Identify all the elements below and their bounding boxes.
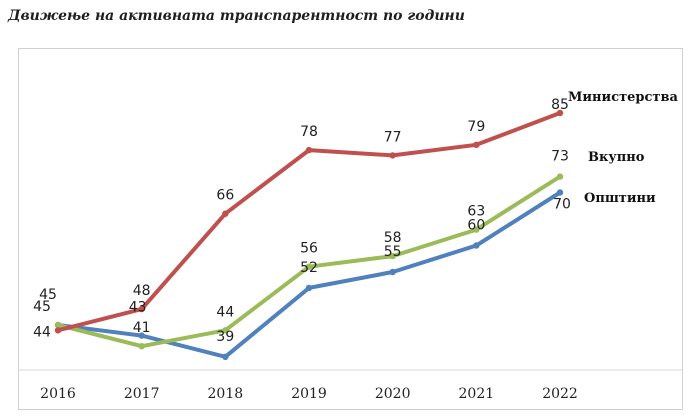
data-point-општини-2018 <box>222 353 229 360</box>
data-label-министерства-2020: 77 <box>384 129 402 145</box>
data-label-министерства-2017: 48 <box>133 283 151 299</box>
data-label-вкупно-2020: 58 <box>384 230 402 246</box>
data-label-министерства-2021: 79 <box>467 119 485 135</box>
data-label-министерства-2019: 78 <box>300 124 318 140</box>
data-label-министерства-2018: 66 <box>216 188 234 204</box>
x-tick-label-2021: 2021 <box>459 386 495 402</box>
data-point-министерства-2020 <box>389 152 396 159</box>
data-point-вкупно-2021 <box>473 226 480 233</box>
x-tick-label-2020: 2020 <box>375 386 411 402</box>
data-point-вкупно-2018 <box>222 327 229 334</box>
data-point-министерства-2019 <box>305 146 313 154</box>
data-label-вкупно-2022: 73 <box>551 149 569 165</box>
data-label-општини-2017: 43 <box>129 300 147 316</box>
data-point-општини-2019 <box>305 284 313 292</box>
data-point-општини-2017 <box>138 332 145 339</box>
data-point-вкупно-2019 <box>305 263 313 270</box>
data-point-министерства-2017 <box>138 305 145 313</box>
series-name-министерства: Министерства <box>568 90 679 105</box>
chart-title: Движење на активната транспарентност по … <box>8 8 465 24</box>
data-label-вкупно-2018: 44 <box>216 304 234 320</box>
data-label-вкупно-2019: 56 <box>300 241 318 257</box>
series-name-општини: Општини <box>584 191 656 206</box>
data-point-вкупно-2017 <box>138 343 145 350</box>
series-name-вкупно: Вкупно <box>588 150 645 165</box>
data-label-вкупно-2021: 63 <box>467 204 485 220</box>
x-tick-label-2017: 2017 <box>124 386 160 402</box>
data-point-министерства-2016 <box>54 327 62 334</box>
data-label-министерства-2016: 44 <box>33 324 51 340</box>
x-tick-label-2018: 2018 <box>208 386 244 402</box>
data-point-вкупно-2020 <box>389 252 396 260</box>
data-point-општини-2022 <box>556 189 564 196</box>
x-tick-label-2016: 2016 <box>40 386 76 402</box>
data-point-општини-2021 <box>473 242 480 249</box>
data-point-министерства-2021 <box>473 141 480 148</box>
data-label-вкупно-2017: 41 <box>133 320 151 336</box>
data-label-општини-2018: 39 <box>216 329 234 345</box>
data-point-вкупно-2022 <box>556 173 564 180</box>
data-point-министерства-2018 <box>222 210 229 217</box>
data-label-општини-2020: 55 <box>384 244 402 260</box>
data-point-вкупно-2016 <box>54 321 62 329</box>
data-label-вкупно-2016: 45 <box>33 299 51 315</box>
chart-frame <box>18 48 683 410</box>
data-label-општини-2019: 52 <box>300 260 318 276</box>
x-tick-label-2019: 2019 <box>291 386 327 402</box>
data-label-општини-2016: 45 <box>39 287 57 303</box>
data-label-министерства-2022: 85 <box>551 97 569 113</box>
data-point-општини-2020 <box>389 268 396 276</box>
x-tick-label-2022: 2022 <box>542 386 578 402</box>
data-label-општини-2021: 60 <box>467 218 485 234</box>
data-label-општини-2022: 70 <box>553 197 571 213</box>
data-point-министерства-2022 <box>556 109 564 117</box>
